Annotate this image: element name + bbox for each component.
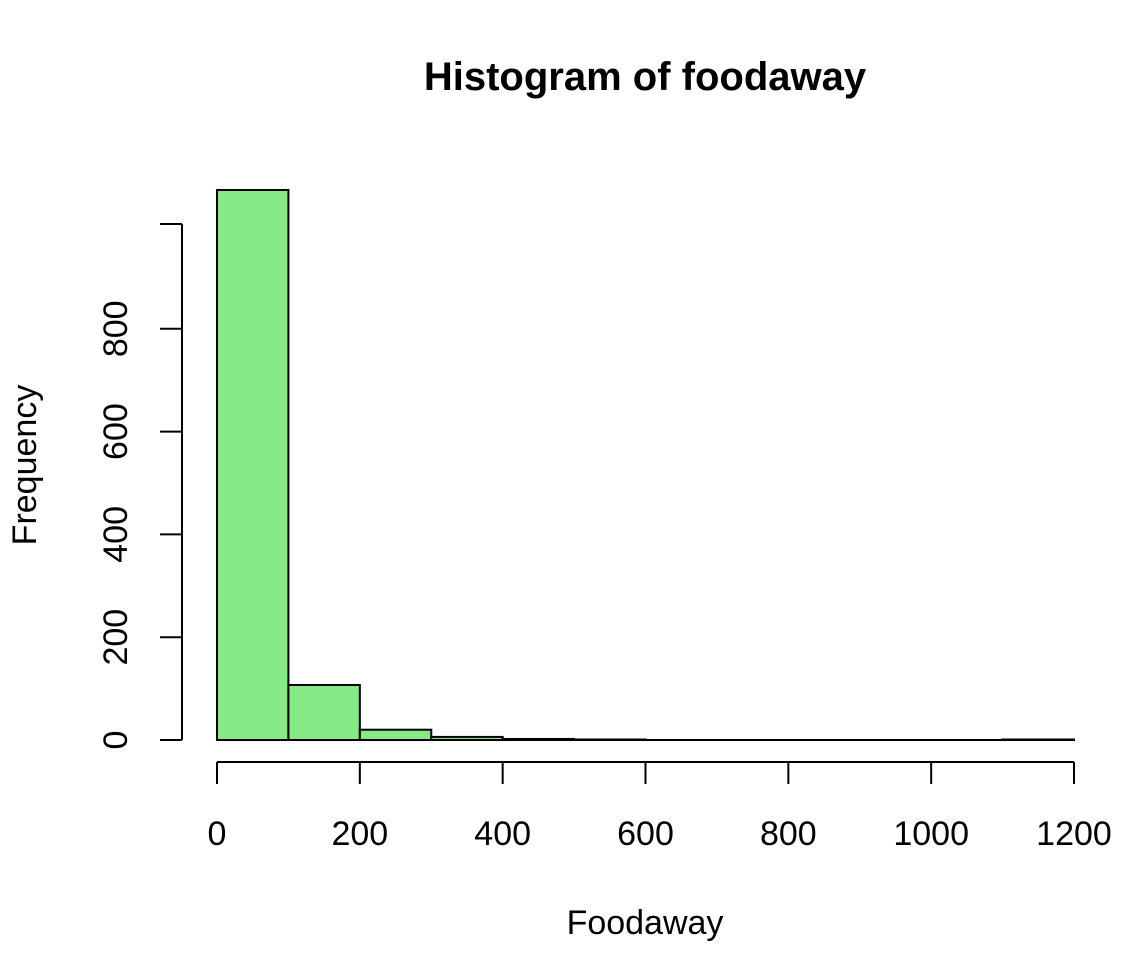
x-tick-label: 1200 [1036, 815, 1112, 853]
bars-group [216, 189, 1075, 742]
y-axis-label: Frequency [6, 385, 44, 546]
x-tick-label: 600 [617, 815, 674, 853]
histogram-bar [287, 684, 361, 741]
histogram-bar [358, 728, 433, 741]
y-tick-label: 0 [97, 731, 135, 750]
x-axis: 0 200 400 600 800 1000 1200 [208, 761, 1112, 853]
y-tick-label: 200 [97, 609, 135, 666]
y-tick-label: 800 [97, 300, 135, 357]
histogram-bar [216, 189, 290, 741]
x-axis-label: Foodaway [567, 904, 724, 942]
x-tick-label: 200 [331, 815, 388, 853]
y-tick-label: 600 [97, 403, 135, 460]
y-tick-label: 400 [97, 506, 135, 563]
y-axis: 0 200 400 600 800 [97, 223, 183, 750]
x-tick-label: 0 [208, 815, 227, 853]
x-tick-label: 400 [474, 815, 531, 853]
chart-title: Histogram of foodaway [424, 55, 867, 99]
x-tick-label: 800 [760, 815, 817, 853]
x-tick-label: 1000 [893, 815, 969, 853]
